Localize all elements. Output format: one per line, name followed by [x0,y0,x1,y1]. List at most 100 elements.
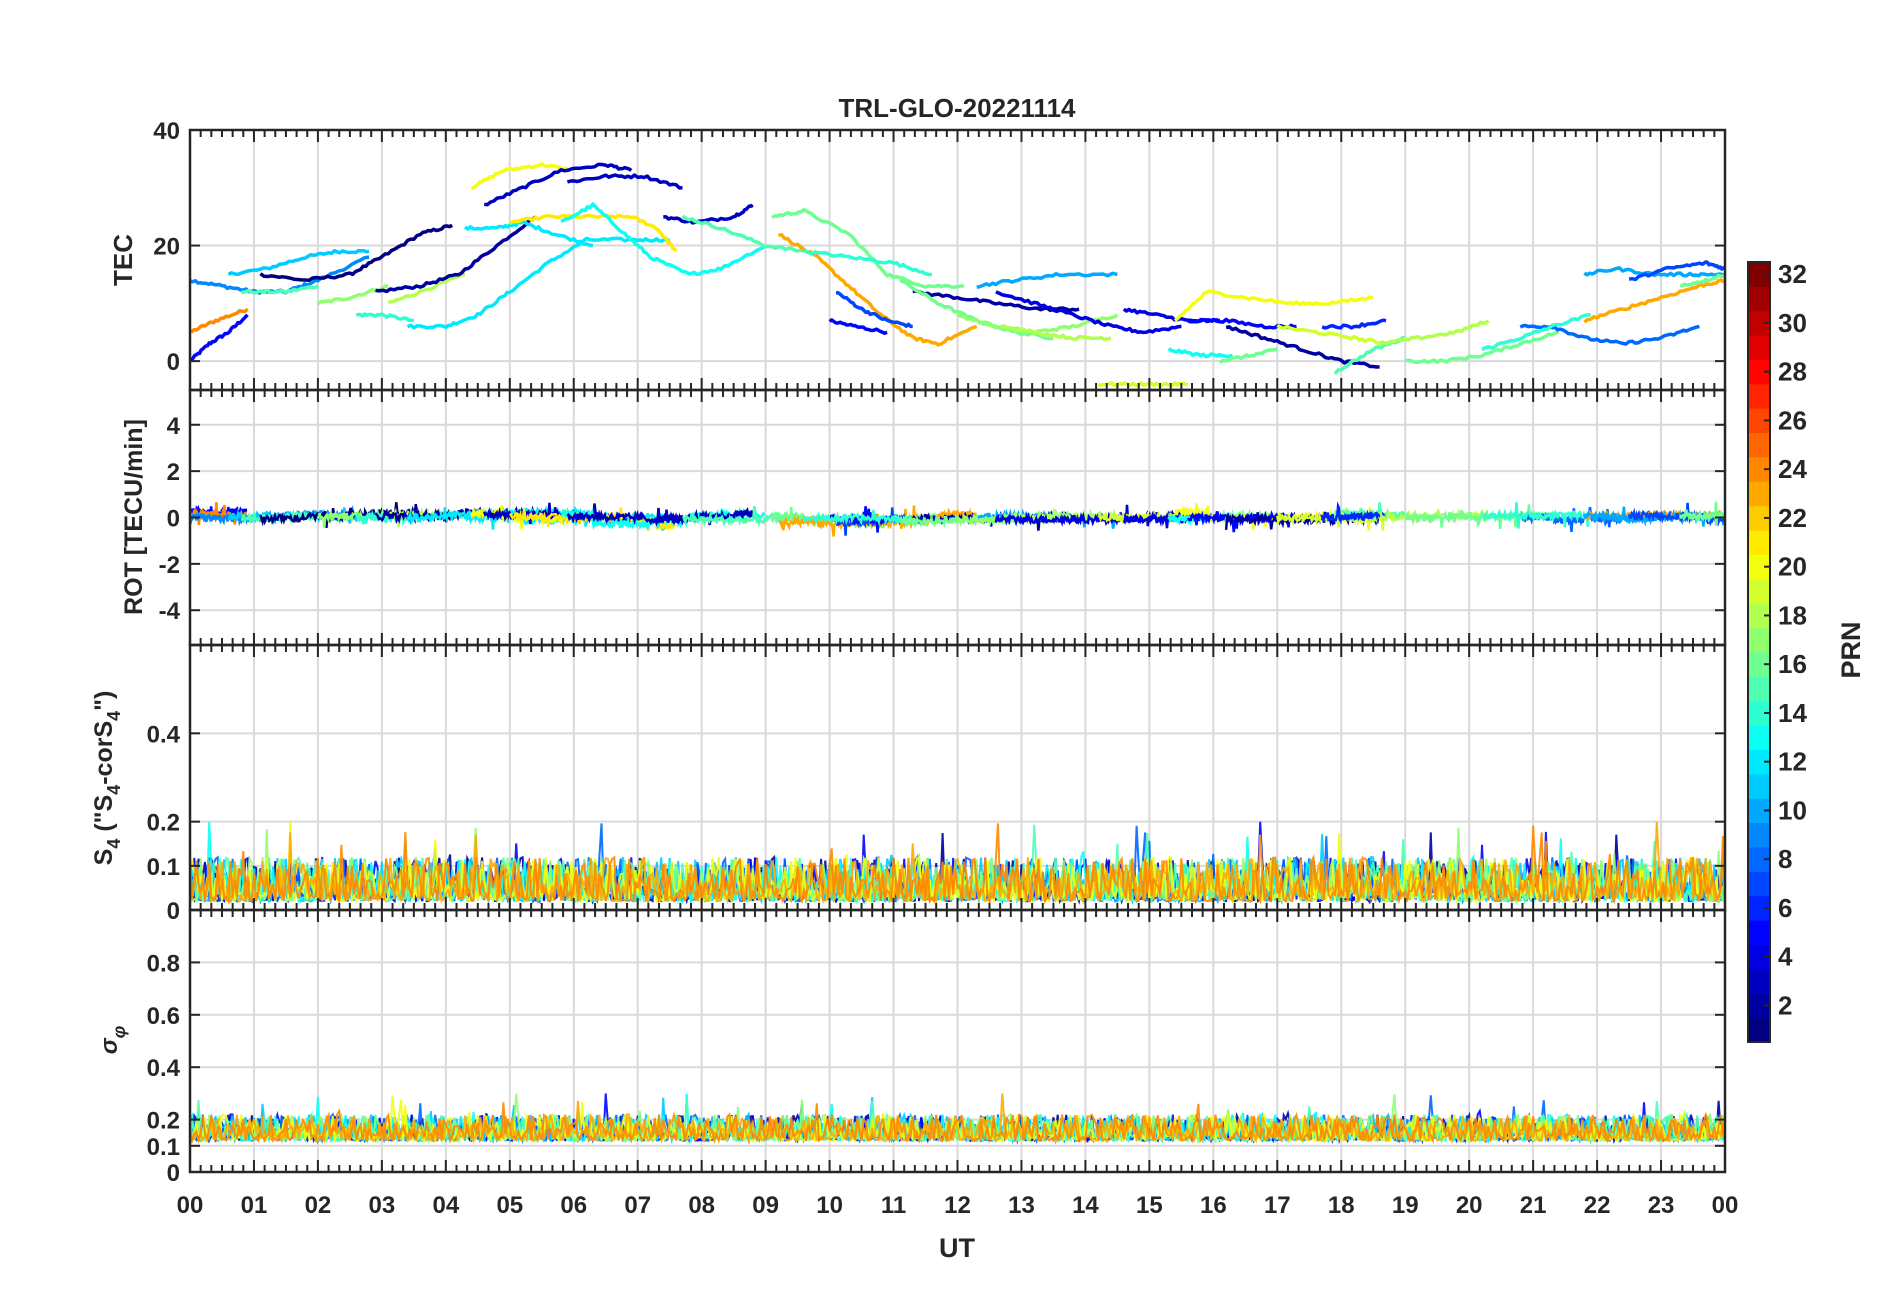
x-tick-label: 14 [1072,1192,1099,1219]
rot-series-prn-16 [1678,501,1725,527]
colorbar-tick-label: 30 [1778,308,1807,338]
s4-series-prn-24 [190,823,1725,906]
colorbar-segment [1748,554,1770,580]
tec-series-prn-6 [1321,318,1387,330]
x-axis-label: UT [939,1233,975,1263]
colorbar-segment [1748,700,1770,726]
colorbar-tick-label: 4 [1778,942,1793,972]
tec-series-prn-15 [240,284,319,295]
tec-series-prn-3 [663,203,754,225]
x-tick-label: 04 [432,1192,459,1219]
rot-y-tick-label: -2 [159,552,180,579]
x-tick-label: 06 [560,1192,587,1219]
tec-series-prn-14 [803,248,932,277]
tec-series-prn-18 [1378,319,1490,346]
x-tick-label: 01 [241,1192,268,1219]
s4-y-tick-label: 0.1 [147,854,180,881]
x-tick-label: 17 [1264,1192,1291,1219]
colorbar-segment [1748,773,1770,799]
colorbar-segment [1748,920,1770,945]
colorbar-tick-label: 32 [1778,259,1807,289]
tec-series-prn-16 [771,207,964,289]
s4-y-tick-label: 0.2 [147,810,180,837]
rot-series-prn-6 [1320,501,1387,524]
tec-series-prn-24 [190,307,249,334]
x-tick-label: 20 [1456,1192,1483,1219]
colorbar-segment [1748,1017,1770,1043]
tec-series-prn-2 [375,215,537,294]
tec-series-prn-2 [1225,325,1380,369]
colorbar-segment [1748,603,1770,629]
x-tick-label: 19 [1392,1192,1419,1219]
s4-y-label-rest: ("S [90,795,118,839]
colorbar-segment [1748,359,1770,385]
tec-series-prn-23 [1583,278,1725,324]
s4-y-label: S4 ("S4-corS4") [90,691,124,866]
tec-series-prn-13 [1167,347,1233,359]
s4-y-tick-label: 0.4 [147,721,181,748]
tec-series-prn-18 [388,272,466,304]
x-tick-label: 12 [944,1192,971,1219]
s4-y-label-end: ") [90,691,118,711]
colorbar-tick-label: 14 [1778,698,1807,728]
sigma-y-label: σφ [96,1025,129,1054]
colorbar-segment [1748,895,1770,921]
colorbar-tick-label: 6 [1778,893,1792,923]
rot-series-prn-10 [1583,506,1725,527]
tec-series-prn-7 [1628,260,1725,282]
x-tick-label: 16 [1200,1192,1227,1219]
tec-series-prn-4 [995,290,1182,335]
sigma_phi-y-tick-label: 0.2 [147,1108,180,1135]
sigma-y-label-main: σ [96,1037,123,1054]
colorbar-segment [1748,871,1770,897]
colorbar-segment [1748,335,1770,360]
colorbar-segment [1748,968,1770,994]
tec-series-prn-16 [1405,330,1560,365]
x-tick-label: 13 [1008,1192,1035,1219]
tec-series-prn-7 [835,291,913,329]
tec-series-prn-5 [828,318,888,335]
tec-series-prn-14 [1481,313,1591,352]
chart-title: TRL-GLO-20221114 [839,93,1077,123]
colorbar-segment [1748,457,1770,482]
tec-series-prn-20 [1173,289,1374,322]
sigma_phi-series-group [190,1093,1725,1145]
tec-series-group [190,161,1725,388]
colorbar-segment [1748,652,1770,677]
sigma_phi-series-prn-15 [190,1099,1725,1145]
tec-series-prn-11 [227,248,370,277]
tec-series-prn-10 [1583,266,1725,278]
colorbar-label: PRN [1836,621,1866,678]
rot-series-prn-14 [1481,502,1591,529]
x-tick-label: 00 [177,1192,204,1219]
x-tick-label: 21 [1520,1192,1547,1219]
colorbar-tick-label: 28 [1778,357,1807,387]
colorbar-segment [1748,310,1770,336]
sigma_phi-series-prn-24 [190,1102,1725,1145]
colorbar-segment [1748,847,1770,872]
tec-series-prn-23 [778,233,978,347]
panels: 02040-4-202400.10.20.400.10.20.40.60.800… [147,118,1739,1219]
colorbar-segment [1748,798,1770,824]
tec-series-prn-20 [470,161,575,191]
tec-series-prn-5 [190,313,249,363]
rot-y-tick-label: 4 [167,413,181,440]
x-tick-label: 23 [1648,1192,1675,1219]
rot-series-group [190,501,1725,537]
s4-y-label-main: S [90,849,118,866]
tec-series-prn-1 [259,223,454,283]
tec-series-prn-3 [483,162,633,207]
colorbar-segment [1748,676,1770,702]
sigma_phi-y-tick-label: 0.4 [147,1055,181,1082]
s4-y-label-sub2: 4 [104,785,124,795]
x-tick-label: 08 [688,1192,715,1219]
x-tick-label: 07 [624,1192,651,1219]
colorbar-tick-label: 22 [1778,503,1807,533]
colorbar-segment [1748,262,1770,287]
colorbar-segment [1748,578,1770,604]
tec-series-prn-17 [316,284,389,306]
colorbar-segment [1748,627,1770,653]
colorbar-tick-label: 2 [1778,990,1792,1020]
colorbar-segment [1748,725,1770,750]
